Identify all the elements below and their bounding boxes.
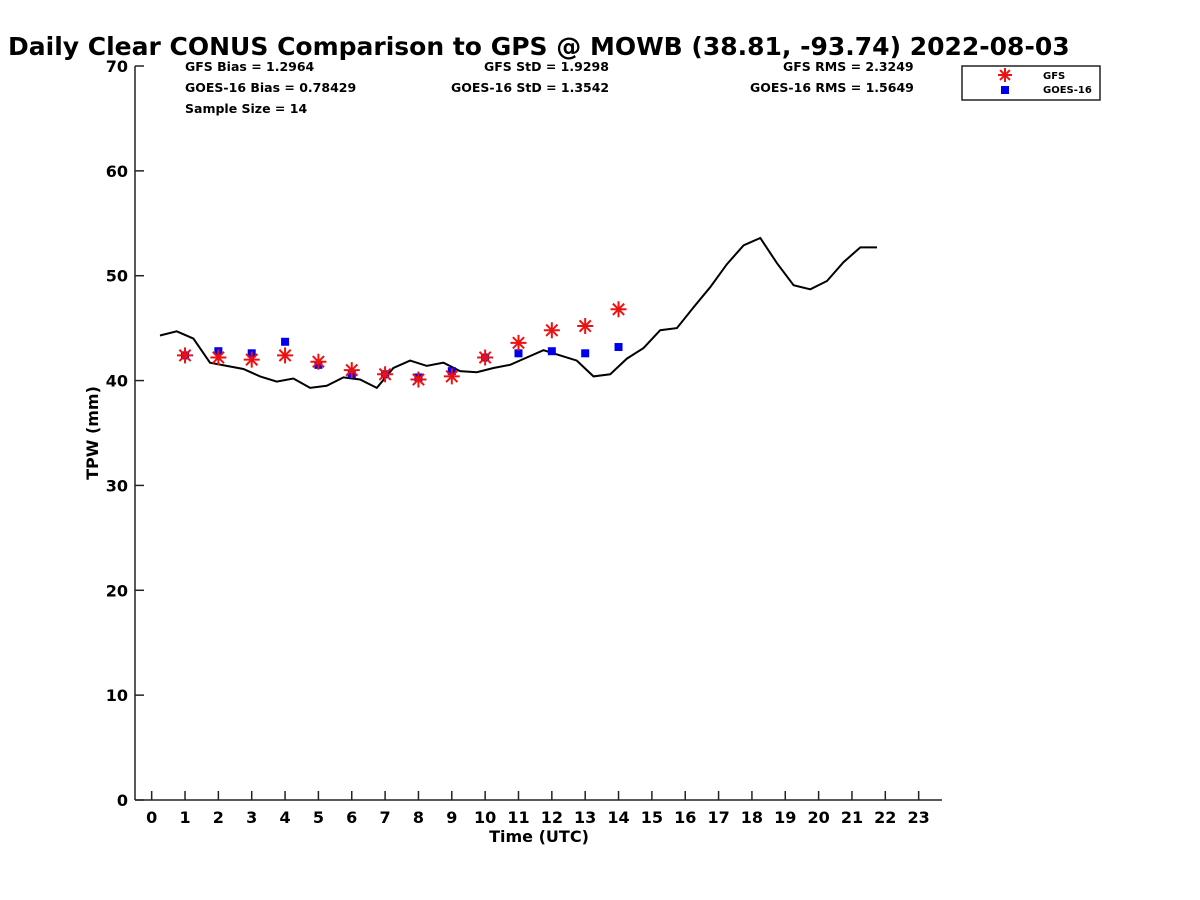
x-ticks: 0 1 2 3 4 5 6 7 8 9 10 11 12 13 14 15 16 17 18 19 20 21 22 23 <box>146 791 930 827</box>
legend-gfs-asterisk <box>998 68 1012 82</box>
legend-box <box>961 65 1101 101</box>
axes <box>134 66 942 801</box>
x-tick-label: 17 <box>707 808 729 827</box>
x-axis-label: Time (UTC) <box>489 827 589 846</box>
legend-goes-16-label: GOES-16 <box>1043 85 1092 96</box>
gps-tpw-line <box>159 236 877 390</box>
y-ticks: 0 10 20 30 40 50 60 70 <box>106 57 144 810</box>
x-tick-label: 13 <box>574 808 596 827</box>
x-tick-label: 15 <box>641 808 663 827</box>
x-tick-label: 14 <box>607 808 629 827</box>
stat-goes-rms: GOES-16 RMS = 1.5649 <box>750 80 914 95</box>
x-tick-label: 2 <box>213 808 224 827</box>
x-tick-label: 8 <box>413 808 424 827</box>
x-tick-label: 1 <box>179 808 190 827</box>
gfs-point <box>277 347 294 364</box>
goes-16-point <box>614 343 623 352</box>
x-tick-label: 22 <box>874 808 896 827</box>
x-tick-label: 20 <box>807 808 829 827</box>
x-tick-label: 18 <box>741 808 763 827</box>
legend-goes-16-square <box>1001 86 1009 94</box>
x-tick-label: 7 <box>380 808 391 827</box>
x-tick-label: 9 <box>446 808 457 827</box>
y-tick-label: 30 <box>106 476 128 495</box>
y-axis-label: TPW (mm) <box>83 386 102 480</box>
gfs-point <box>477 349 494 366</box>
x-tick-label: 19 <box>774 808 796 827</box>
x-tick-label: 6 <box>346 808 357 827</box>
gfs-point <box>210 349 227 366</box>
y-tick-label: 70 <box>106 57 128 76</box>
y-tick-label: 60 <box>106 162 128 181</box>
stat-gfs-std: GFS StD = 1.9298 <box>484 59 609 74</box>
legend-gfs-label: GFS <box>1043 71 1065 82</box>
stat-gfs-rms: GFS RMS = 2.3249 <box>783 59 914 74</box>
goes-16-point <box>514 349 523 358</box>
series-gps <box>159 236 877 390</box>
x-tick-label: 4 <box>279 808 290 827</box>
legend-goes-16-marker <box>1001 86 1009 94</box>
gfs-point <box>443 368 460 385</box>
goes-16-point <box>281 337 290 346</box>
x-tick-label: 21 <box>841 808 863 827</box>
goes-16-point <box>547 347 556 356</box>
legend: GFS GOES-16 <box>961 65 1101 101</box>
y-tick-label: 40 <box>106 372 128 391</box>
x-tick-label: 23 <box>908 808 930 827</box>
chart-title: Daily Clear CONUS Comparison to GPS @ MO… <box>8 32 1070 61</box>
stat-goes-std: GOES-16 StD = 1.3542 <box>451 80 609 95</box>
gfs-point <box>243 351 260 368</box>
x-tick-label: 0 <box>146 808 157 827</box>
gfs-point <box>377 366 394 383</box>
gfs-point <box>577 318 594 335</box>
gfs-point <box>543 322 560 339</box>
gfs-point <box>177 347 194 364</box>
stat-gfs-bias: GFS Bias = 1.2964 <box>185 59 315 74</box>
x-tick-label: 12 <box>541 808 563 827</box>
x-tick-label: 16 <box>674 808 696 827</box>
x-tick-label: 10 <box>474 808 496 827</box>
gfs-point <box>343 362 360 379</box>
stat-goes-bias: GOES-16 Bias = 0.78429 <box>185 80 356 95</box>
y-tick-label: 50 <box>106 267 128 286</box>
x-tick-label: 5 <box>313 808 324 827</box>
gfs-point <box>410 371 427 388</box>
gfs-point <box>310 353 327 370</box>
stat-sample-size: Sample Size = 14 <box>185 101 307 116</box>
y-tick-label: 20 <box>106 581 128 600</box>
legend-gfs-marker <box>998 68 1012 82</box>
goes-16-point <box>581 349 590 358</box>
x-tick-label: 11 <box>507 808 529 827</box>
y-tick-label: 10 <box>106 686 128 705</box>
x-tick-label: 3 <box>246 808 257 827</box>
series-gfs <box>177 301 627 388</box>
gfs-point <box>610 301 627 318</box>
y-tick-label: 0 <box>117 791 128 810</box>
gfs-point <box>510 334 527 351</box>
